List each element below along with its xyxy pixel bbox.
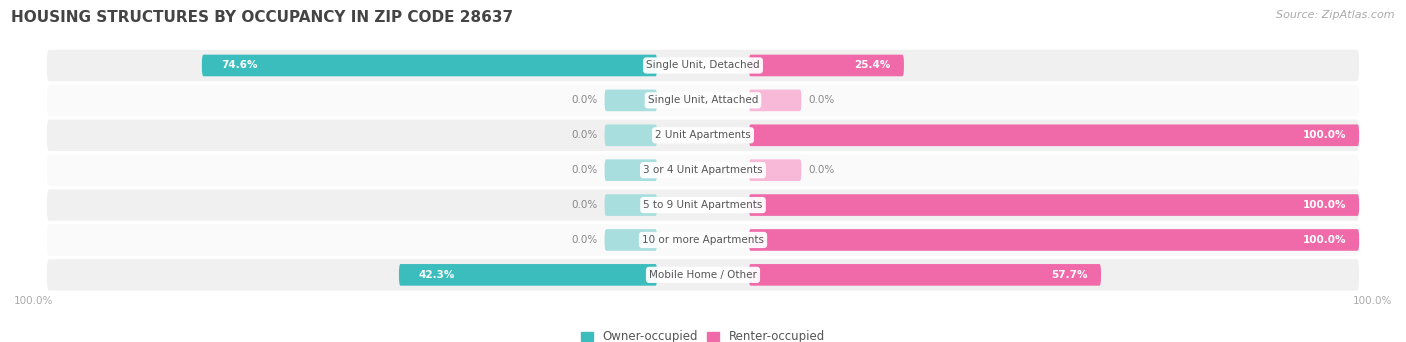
Text: 0.0%: 0.0%: [572, 235, 598, 245]
Text: Single Unit, Attached: Single Unit, Attached: [648, 95, 758, 105]
Text: 74.6%: 74.6%: [222, 61, 259, 70]
FancyBboxPatch shape: [46, 189, 1360, 221]
Text: Single Unit, Detached: Single Unit, Detached: [647, 61, 759, 70]
FancyBboxPatch shape: [46, 155, 1360, 186]
Text: 10 or more Apartments: 10 or more Apartments: [643, 235, 763, 245]
Text: 3 or 4 Unit Apartments: 3 or 4 Unit Apartments: [643, 165, 763, 175]
Text: 0.0%: 0.0%: [572, 200, 598, 210]
FancyBboxPatch shape: [46, 120, 1360, 151]
Text: 5 to 9 Unit Apartments: 5 to 9 Unit Apartments: [644, 200, 762, 210]
Text: 2 Unit Apartments: 2 Unit Apartments: [655, 130, 751, 140]
FancyBboxPatch shape: [749, 124, 1360, 146]
FancyBboxPatch shape: [605, 90, 657, 111]
Text: HOUSING STRUCTURES BY OCCUPANCY IN ZIP CODE 28637: HOUSING STRUCTURES BY OCCUPANCY IN ZIP C…: [11, 10, 513, 25]
Text: 0.0%: 0.0%: [572, 130, 598, 140]
FancyBboxPatch shape: [605, 194, 657, 216]
Text: 0.0%: 0.0%: [808, 95, 834, 105]
FancyBboxPatch shape: [399, 264, 657, 286]
Text: 0.0%: 0.0%: [572, 165, 598, 175]
FancyBboxPatch shape: [46, 85, 1360, 116]
Text: Source: ZipAtlas.com: Source: ZipAtlas.com: [1277, 10, 1395, 20]
Text: 25.4%: 25.4%: [855, 61, 891, 70]
FancyBboxPatch shape: [749, 194, 1360, 216]
FancyBboxPatch shape: [46, 259, 1360, 291]
FancyBboxPatch shape: [605, 159, 657, 181]
FancyBboxPatch shape: [605, 229, 657, 251]
FancyBboxPatch shape: [749, 264, 1101, 286]
Text: 100.0%: 100.0%: [1302, 130, 1346, 140]
Text: 100.0%: 100.0%: [1302, 235, 1346, 245]
FancyBboxPatch shape: [46, 50, 1360, 81]
FancyBboxPatch shape: [46, 224, 1360, 256]
FancyBboxPatch shape: [202, 55, 657, 76]
Text: 0.0%: 0.0%: [808, 165, 834, 175]
FancyBboxPatch shape: [605, 124, 657, 146]
FancyBboxPatch shape: [749, 159, 801, 181]
Text: 0.0%: 0.0%: [572, 95, 598, 105]
Text: 100.0%: 100.0%: [1302, 200, 1346, 210]
Text: 57.7%: 57.7%: [1052, 270, 1088, 280]
Text: 100.0%: 100.0%: [14, 297, 53, 306]
Legend: Owner-occupied, Renter-occupied: Owner-occupied, Renter-occupied: [576, 326, 830, 342]
Text: 100.0%: 100.0%: [1353, 297, 1392, 306]
FancyBboxPatch shape: [749, 90, 801, 111]
FancyBboxPatch shape: [749, 229, 1360, 251]
FancyBboxPatch shape: [749, 55, 904, 76]
Text: 42.3%: 42.3%: [419, 270, 456, 280]
Text: Mobile Home / Other: Mobile Home / Other: [650, 270, 756, 280]
